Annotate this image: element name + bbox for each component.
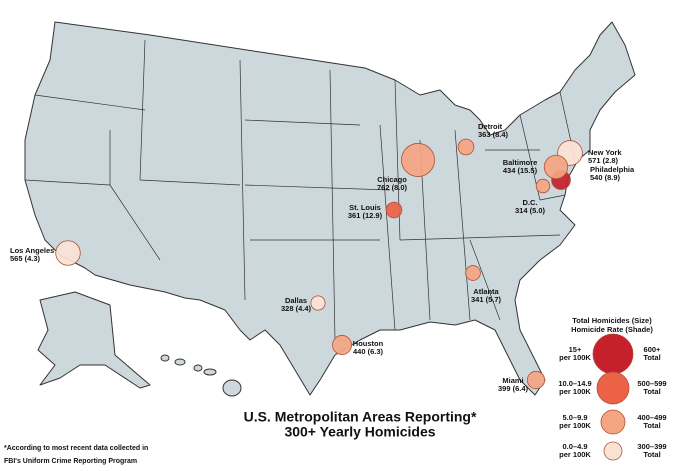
city-label: 341 (5.7) xyxy=(471,295,502,304)
legend-rate: per 100K xyxy=(559,450,591,459)
city-bubble xyxy=(310,295,326,311)
legend-swatch xyxy=(596,371,630,405)
city-name: Baltimore xyxy=(503,158,538,167)
alaska xyxy=(37,291,151,389)
legend-total: Total xyxy=(643,353,660,362)
title: 300+ Yearly Homicides xyxy=(284,424,435,440)
city-label: 540 (8.9) xyxy=(590,173,621,182)
city-bubble xyxy=(385,201,403,219)
city-label: 565 (4.3) xyxy=(10,254,41,263)
city-label: 434 (15.5) xyxy=(503,166,538,175)
city-label: 314 (5.0) xyxy=(515,206,546,215)
city-label: 328 (4.4) xyxy=(281,304,312,313)
legend-swatch xyxy=(600,409,626,435)
city-name: Dallas xyxy=(285,296,307,305)
city-label: 762 (8.0) xyxy=(377,183,408,192)
footnote: *According to most recent data collected… xyxy=(4,445,148,452)
us-mainland xyxy=(24,21,636,396)
legend-rate: per 100K xyxy=(559,387,591,396)
legend-rate: 15+ xyxy=(569,345,582,354)
legend-rate: per 100K xyxy=(559,421,591,430)
legend-rate: 10.0–14.9 xyxy=(558,379,591,388)
legend-rate: 5.0–9.9 xyxy=(562,413,587,422)
legend-total: 600+ xyxy=(644,345,662,354)
legend-swatch xyxy=(603,441,623,461)
legend-title: Homicide Rate (Shade) xyxy=(571,325,653,334)
city-bubble xyxy=(526,370,546,390)
city-bubble xyxy=(332,335,352,355)
state-borders xyxy=(24,39,576,341)
city-bubble xyxy=(457,138,475,156)
city-bubble xyxy=(543,154,569,180)
legend-total: 500–599 xyxy=(637,379,666,388)
city-name: Chicago xyxy=(377,175,407,184)
city-name: D.C. xyxy=(523,198,538,207)
legend-swatch xyxy=(592,333,634,375)
legend-total: Total xyxy=(643,421,660,430)
city-name: Philadelphia xyxy=(590,165,635,174)
city-name: New York xyxy=(588,148,622,157)
legend-total: 400–499 xyxy=(637,413,666,422)
city-name: Detroit xyxy=(478,122,503,131)
city-bubble xyxy=(535,178,551,194)
legend-title: Total Homicides (Size) xyxy=(572,316,652,325)
city-label: 363 (8.4) xyxy=(478,130,509,139)
city-label: 399 (6.4) xyxy=(498,384,529,393)
city-bubble xyxy=(55,240,81,266)
city-name: Los Angeles xyxy=(10,246,54,255)
city-bubble xyxy=(465,265,481,281)
city-name: Miami xyxy=(502,376,523,385)
city-name: St. Louis xyxy=(349,203,381,212)
legend-rate: per 100K xyxy=(559,353,591,362)
city-bubble xyxy=(401,143,435,177)
hawaii xyxy=(160,354,242,397)
city-name: Houston xyxy=(353,339,384,348)
legend-total: Total xyxy=(643,450,660,459)
legend-total: 300–399 xyxy=(637,442,666,451)
city-label: 361 (12.9) xyxy=(348,211,383,220)
legend-total: Total xyxy=(643,387,660,396)
city-label: 571 (2.8) xyxy=(588,156,619,165)
legend-rate: 0.0–4.9 xyxy=(562,442,587,451)
title: U.S. Metropolitan Areas Reporting* xyxy=(244,409,477,425)
city-name: Atlanta xyxy=(473,287,499,296)
footnote: FBI's Uniform Crime Reporting Program xyxy=(4,458,137,465)
city-label: 440 (6.3) xyxy=(353,347,384,356)
